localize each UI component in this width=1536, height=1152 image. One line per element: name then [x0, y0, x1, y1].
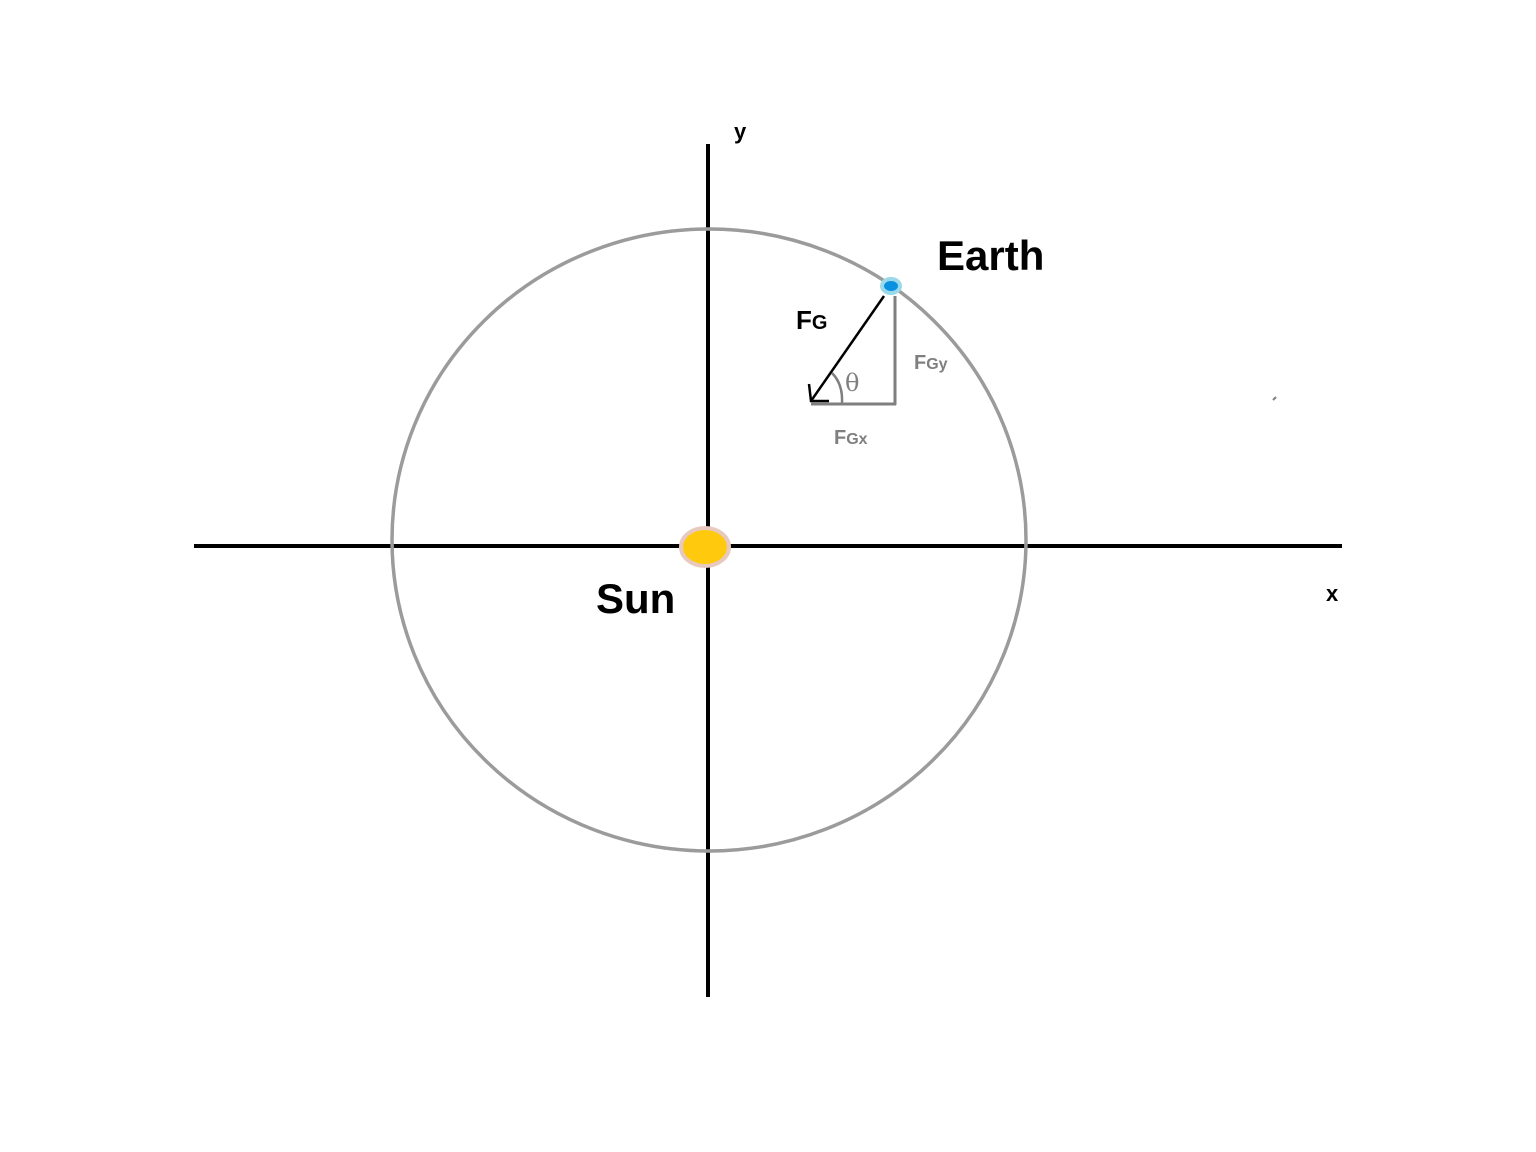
force-y-subscript: Gy: [926, 356, 947, 373]
sun: [679, 526, 731, 568]
gravity-force-symbol: F: [796, 305, 812, 335]
gravity-force-subscript: G: [812, 312, 828, 334]
earth-orbit: [390, 227, 1028, 853]
earth-label: Earth: [937, 232, 1044, 279]
sun-label: Sun: [596, 575, 675, 622]
force-x-label: FGx: [834, 427, 868, 449]
gravity-force-arrowhead: [807, 383, 829, 403]
angle-label: θ: [845, 369, 859, 397]
stray-mark: [1272, 396, 1277, 401]
x-axis-label: x: [1326, 581, 1339, 606]
force-x-symbol: F: [834, 427, 846, 449]
angle-arc: [831, 372, 844, 404]
force-y-label: FGy: [914, 352, 948, 374]
gravity-force-label: FG: [796, 305, 827, 335]
y-axis-label: y: [734, 119, 747, 144]
earth: [880, 277, 902, 295]
force-y-symbol: F: [914, 352, 926, 374]
gravity-force-vector: [809, 295, 886, 402]
force-x-subscript: Gx: [846, 431, 867, 448]
